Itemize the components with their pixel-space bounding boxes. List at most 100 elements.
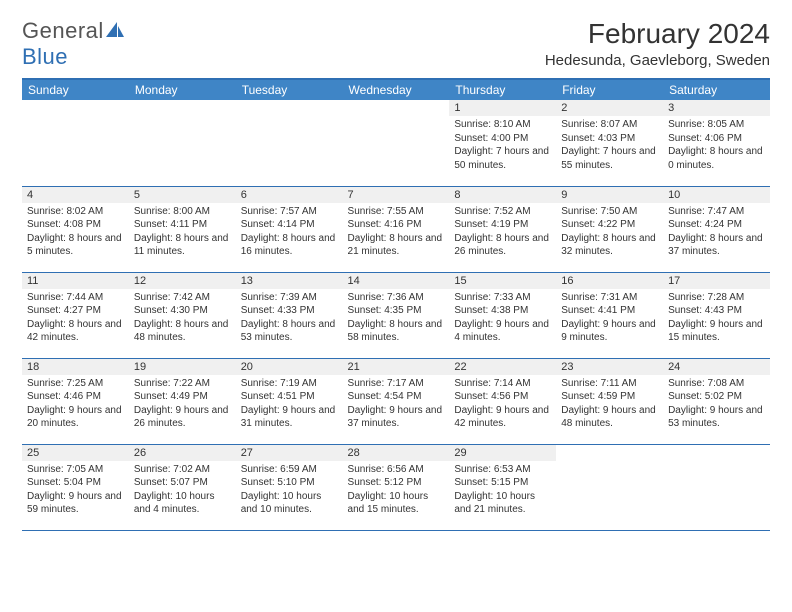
calendar-row: 1Sunrise: 8:10 AMSunset: 4:00 PMDaylight… — [22, 100, 770, 186]
day-info: Sunrise: 7:14 AMSunset: 4:56 PMDaylight:… — [449, 375, 556, 435]
day-info: Sunrise: 8:05 AMSunset: 4:06 PMDaylight:… — [663, 116, 770, 176]
logo-word1: General — [22, 18, 104, 43]
day-number: 27 — [236, 445, 343, 461]
day-number: 8 — [449, 187, 556, 203]
calendar-cell: 29Sunrise: 6:53 AMSunset: 5:15 PMDayligh… — [449, 444, 556, 530]
day-info: Sunrise: 7:25 AMSunset: 4:46 PMDaylight:… — [22, 375, 129, 435]
calendar-cell: 28Sunrise: 6:56 AMSunset: 5:12 PMDayligh… — [343, 444, 450, 530]
calendar-cell: 12Sunrise: 7:42 AMSunset: 4:30 PMDayligh… — [129, 272, 236, 358]
calendar-cell: 5Sunrise: 8:00 AMSunset: 4:11 PMDaylight… — [129, 186, 236, 272]
calendar-cell: 3Sunrise: 8:05 AMSunset: 4:06 PMDaylight… — [663, 100, 770, 186]
calendar-cell: 21Sunrise: 7:17 AMSunset: 4:54 PMDayligh… — [343, 358, 450, 444]
calendar-body: 1Sunrise: 8:10 AMSunset: 4:00 PMDaylight… — [22, 100, 770, 530]
calendar-cell: 8Sunrise: 7:52 AMSunset: 4:19 PMDaylight… — [449, 186, 556, 272]
weekday-header: Tuesday — [236, 79, 343, 100]
calendar-cell: 17Sunrise: 7:28 AMSunset: 4:43 PMDayligh… — [663, 272, 770, 358]
calendar-cell: 6Sunrise: 7:57 AMSunset: 4:14 PMDaylight… — [236, 186, 343, 272]
calendar-cell: 7Sunrise: 7:55 AMSunset: 4:16 PMDaylight… — [343, 186, 450, 272]
calendar-cell — [236, 100, 343, 186]
calendar-cell: 4Sunrise: 8:02 AMSunset: 4:08 PMDaylight… — [22, 186, 129, 272]
location-label: Hedesunda, Gaevleborg, Sweden — [545, 52, 770, 69]
day-info: Sunrise: 6:59 AMSunset: 5:10 PMDaylight:… — [236, 461, 343, 521]
day-info: Sunrise: 7:11 AMSunset: 4:59 PMDaylight:… — [556, 375, 663, 435]
day-info: Sunrise: 6:56 AMSunset: 5:12 PMDaylight:… — [343, 461, 450, 521]
day-info: Sunrise: 7:02 AMSunset: 5:07 PMDaylight:… — [129, 461, 236, 521]
calendar-cell: 19Sunrise: 7:22 AMSunset: 4:49 PMDayligh… — [129, 358, 236, 444]
day-number: 15 — [449, 273, 556, 289]
weekday-header: Friday — [556, 79, 663, 100]
day-number: 2 — [556, 100, 663, 116]
day-number: 16 — [556, 273, 663, 289]
weekday-header: Thursday — [449, 79, 556, 100]
calendar-cell: 25Sunrise: 7:05 AMSunset: 5:04 PMDayligh… — [22, 444, 129, 530]
calendar-cell — [22, 100, 129, 186]
day-number: 7 — [343, 187, 450, 203]
day-info: Sunrise: 7:50 AMSunset: 4:22 PMDaylight:… — [556, 203, 663, 263]
calendar-cell: 15Sunrise: 7:33 AMSunset: 4:38 PMDayligh… — [449, 272, 556, 358]
calendar-table: SundayMondayTuesdayWednesdayThursdayFrid… — [22, 78, 770, 531]
day-number: 6 — [236, 187, 343, 203]
calendar-cell: 13Sunrise: 7:39 AMSunset: 4:33 PMDayligh… — [236, 272, 343, 358]
day-info: Sunrise: 7:44 AMSunset: 4:27 PMDaylight:… — [22, 289, 129, 349]
day-number: 11 — [22, 273, 129, 289]
logo: General Blue — [22, 18, 126, 70]
day-info: Sunrise: 7:36 AMSunset: 4:35 PMDaylight:… — [343, 289, 450, 349]
day-info: Sunrise: 7:57 AMSunset: 4:14 PMDaylight:… — [236, 203, 343, 263]
weekday-header: Saturday — [663, 79, 770, 100]
day-number: 25 — [22, 445, 129, 461]
logo-word2: Blue — [22, 44, 68, 69]
day-number: 4 — [22, 187, 129, 203]
day-info: Sunrise: 8:00 AMSunset: 4:11 PMDaylight:… — [129, 203, 236, 263]
calendar-cell: 23Sunrise: 7:11 AMSunset: 4:59 PMDayligh… — [556, 358, 663, 444]
calendar-row: 18Sunrise: 7:25 AMSunset: 4:46 PMDayligh… — [22, 358, 770, 444]
calendar-cell: 14Sunrise: 7:36 AMSunset: 4:35 PMDayligh… — [343, 272, 450, 358]
calendar-header: SundayMondayTuesdayWednesdayThursdayFrid… — [22, 79, 770, 100]
calendar-cell: 10Sunrise: 7:47 AMSunset: 4:24 PMDayligh… — [663, 186, 770, 272]
day-number: 12 — [129, 273, 236, 289]
day-number: 9 — [556, 187, 663, 203]
weekday-header: Sunday — [22, 79, 129, 100]
day-info: Sunrise: 7:17 AMSunset: 4:54 PMDaylight:… — [343, 375, 450, 435]
calendar-cell: 9Sunrise: 7:50 AMSunset: 4:22 PMDaylight… — [556, 186, 663, 272]
day-info: Sunrise: 7:05 AMSunset: 5:04 PMDaylight:… — [22, 461, 129, 521]
calendar-row: 11Sunrise: 7:44 AMSunset: 4:27 PMDayligh… — [22, 272, 770, 358]
calendar-row: 4Sunrise: 8:02 AMSunset: 4:08 PMDaylight… — [22, 186, 770, 272]
day-number: 28 — [343, 445, 450, 461]
day-number: 14 — [343, 273, 450, 289]
day-info: Sunrise: 7:52 AMSunset: 4:19 PMDaylight:… — [449, 203, 556, 263]
day-number: 1 — [449, 100, 556, 116]
calendar-row: 25Sunrise: 7:05 AMSunset: 5:04 PMDayligh… — [22, 444, 770, 530]
calendar-cell — [343, 100, 450, 186]
day-info: Sunrise: 7:39 AMSunset: 4:33 PMDaylight:… — [236, 289, 343, 349]
calendar-cell — [556, 444, 663, 530]
day-number: 21 — [343, 359, 450, 375]
day-info: Sunrise: 7:33 AMSunset: 4:38 PMDaylight:… — [449, 289, 556, 349]
day-info: Sunrise: 6:53 AMSunset: 5:15 PMDaylight:… — [449, 461, 556, 521]
calendar-cell: 22Sunrise: 7:14 AMSunset: 4:56 PMDayligh… — [449, 358, 556, 444]
title-block: February 2024 Hedesunda, Gaevleborg, Swe… — [545, 18, 770, 69]
calendar-cell — [129, 100, 236, 186]
logo-text: General Blue — [22, 18, 126, 70]
day-info: Sunrise: 7:42 AMSunset: 4:30 PMDaylight:… — [129, 289, 236, 349]
day-number: 18 — [22, 359, 129, 375]
day-number: 23 — [556, 359, 663, 375]
day-number: 3 — [663, 100, 770, 116]
day-number: 13 — [236, 273, 343, 289]
sail-icon — [106, 18, 124, 43]
day-number: 17 — [663, 273, 770, 289]
day-number: 22 — [449, 359, 556, 375]
day-number: 19 — [129, 359, 236, 375]
day-number: 29 — [449, 445, 556, 461]
day-info: Sunrise: 7:08 AMSunset: 5:02 PMDaylight:… — [663, 375, 770, 435]
weekday-header: Wednesday — [343, 79, 450, 100]
day-number: 26 — [129, 445, 236, 461]
weekday-header: Monday — [129, 79, 236, 100]
day-info: Sunrise: 7:28 AMSunset: 4:43 PMDaylight:… — [663, 289, 770, 349]
calendar-cell: 24Sunrise: 7:08 AMSunset: 5:02 PMDayligh… — [663, 358, 770, 444]
day-number: 24 — [663, 359, 770, 375]
day-number: 5 — [129, 187, 236, 203]
calendar-cell — [663, 444, 770, 530]
day-info: Sunrise: 7:31 AMSunset: 4:41 PMDaylight:… — [556, 289, 663, 349]
header: General Blue February 2024 Hedesunda, Ga… — [22, 18, 770, 70]
day-info: Sunrise: 7:22 AMSunset: 4:49 PMDaylight:… — [129, 375, 236, 435]
